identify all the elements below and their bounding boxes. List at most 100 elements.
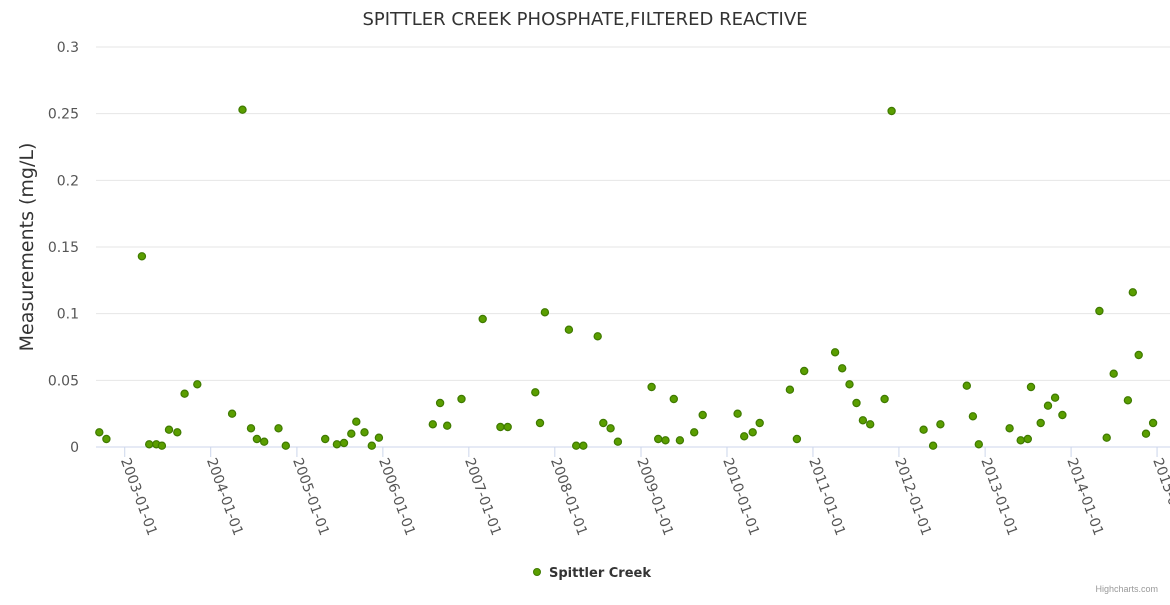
data-point[interactable] — [260, 437, 269, 446]
data-point[interactable] — [690, 428, 699, 437]
y-axis-label: Measurements (mg/L) — [16, 143, 38, 352]
data-point[interactable] — [800, 366, 809, 376]
data-point[interactable] — [252, 434, 262, 444]
data-point[interactable] — [858, 416, 868, 425]
data-point[interactable] — [919, 425, 928, 434]
data-point[interactable] — [654, 434, 663, 444]
data-point[interactable] — [274, 424, 283, 433]
x-tick-label: 2011-01-01 — [805, 456, 848, 538]
y-axis-ticks: 0 0.05 0.1 0.15 0.2 0.25 0.3 — [48, 40, 79, 456]
data-point[interactable] — [496, 422, 505, 432]
x-tick-label: 2010-01-01 — [719, 456, 762, 538]
data-point[interactable] — [1141, 429, 1151, 438]
data-point[interactable] — [1050, 393, 1060, 402]
data-point[interactable] — [748, 428, 757, 437]
data-point[interactable] — [238, 105, 247, 114]
data-point[interactable] — [102, 434, 111, 444]
data-point[interactable] — [838, 364, 847, 373]
data-point[interactable] — [503, 422, 512, 432]
data-point[interactable] — [936, 420, 945, 429]
data-point[interactable] — [1123, 396, 1133, 405]
data-point[interactable] — [540, 308, 550, 317]
y-tick-label: 0.3 — [57, 40, 79, 56]
data-point[interactable] — [661, 436, 670, 445]
data-point[interactable] — [675, 436, 685, 445]
legend[interactable]: Spittler Creek — [533, 566, 652, 581]
data-point[interactable] — [968, 412, 978, 421]
y-tick-label: 0.15 — [48, 240, 79, 256]
data-point[interactable] — [367, 441, 376, 450]
data-point[interactable] — [347, 429, 356, 438]
data-point[interactable] — [180, 389, 189, 398]
data-point[interactable] — [613, 437, 623, 446]
data-point[interactable] — [1043, 401, 1053, 410]
data-point[interactable] — [1134, 350, 1143, 360]
data-point[interactable] — [866, 420, 875, 429]
credits-link[interactable]: Highcharts.com — [1095, 584, 1158, 594]
data-point[interactable] — [830, 348, 840, 357]
data-point[interactable] — [144, 440, 154, 449]
legend-label[interactable]: Spittler Creek — [549, 566, 651, 581]
data-point[interactable] — [572, 441, 581, 450]
data-point[interactable] — [733, 409, 742, 418]
x-tick-label: 2005-01-01 — [289, 456, 332, 538]
data-point[interactable] — [531, 388, 540, 397]
legend-marker-icon — [533, 568, 541, 576]
data-point[interactable] — [1095, 306, 1104, 316]
data-point[interactable] — [962, 381, 972, 390]
data-point[interactable] — [1016, 436, 1025, 445]
data-point[interactable] — [1023, 434, 1033, 444]
data-point[interactable] — [478, 314, 487, 324]
data-point[interactable] — [1102, 433, 1111, 442]
data-point[interactable] — [852, 398, 861, 408]
data-point[interactable] — [887, 106, 896, 116]
data-point[interactable] — [457, 394, 466, 404]
data-point[interactable] — [360, 428, 369, 437]
data-point[interactable] — [137, 252, 147, 261]
data-point[interactable] — [164, 425, 174, 434]
data-point[interactable] — [1109, 369, 1118, 378]
data-point[interactable] — [173, 428, 182, 437]
data-point[interactable] — [157, 441, 167, 450]
data-point[interactable] — [1026, 382, 1036, 392]
data-point[interactable] — [1128, 288, 1138, 297]
data-points — [95, 105, 1158, 450]
data-point[interactable] — [1148, 418, 1158, 428]
data-point[interactable] — [332, 440, 342, 449]
data-point[interactable] — [281, 441, 290, 450]
data-point[interactable] — [974, 440, 984, 449]
data-point[interactable] — [374, 433, 384, 442]
data-point[interactable] — [880, 394, 889, 404]
data-point[interactable] — [193, 380, 202, 389]
data-point[interactable] — [227, 409, 237, 418]
x-tick-label: 2008-01-01 — [547, 456, 590, 538]
data-point[interactable] — [740, 432, 749, 441]
y-tick-label: 0.05 — [48, 373, 79, 389]
data-point[interactable] — [845, 380, 854, 389]
data-point[interactable] — [339, 438, 349, 448]
data-point[interactable] — [579, 441, 588, 450]
data-point[interactable] — [1005, 424, 1014, 433]
data-point[interactable] — [593, 332, 602, 341]
x-tick-label: 2014-01-01 — [1063, 456, 1106, 538]
data-point[interactable] — [599, 418, 608, 428]
data-point[interactable] — [1036, 418, 1045, 428]
data-point[interactable] — [647, 382, 656, 392]
data-point[interactable] — [755, 418, 764, 428]
data-point[interactable] — [1058, 410, 1067, 420]
data-point[interactable] — [535, 418, 545, 428]
data-point[interactable] — [443, 421, 452, 430]
data-point[interactable] — [428, 420, 437, 429]
data-point[interactable] — [698, 410, 707, 420]
data-point[interactable] — [606, 424, 615, 433]
data-point[interactable] — [669, 394, 679, 404]
data-point[interactable] — [435, 398, 445, 408]
data-point[interactable] — [792, 434, 802, 444]
data-point[interactable] — [352, 417, 361, 426]
data-point[interactable] — [321, 434, 330, 444]
data-point[interactable] — [246, 424, 256, 433]
data-point[interactable] — [785, 385, 795, 394]
data-point[interactable] — [564, 325, 574, 334]
data-point[interactable] — [928, 441, 938, 450]
data-point[interactable] — [95, 428, 104, 437]
